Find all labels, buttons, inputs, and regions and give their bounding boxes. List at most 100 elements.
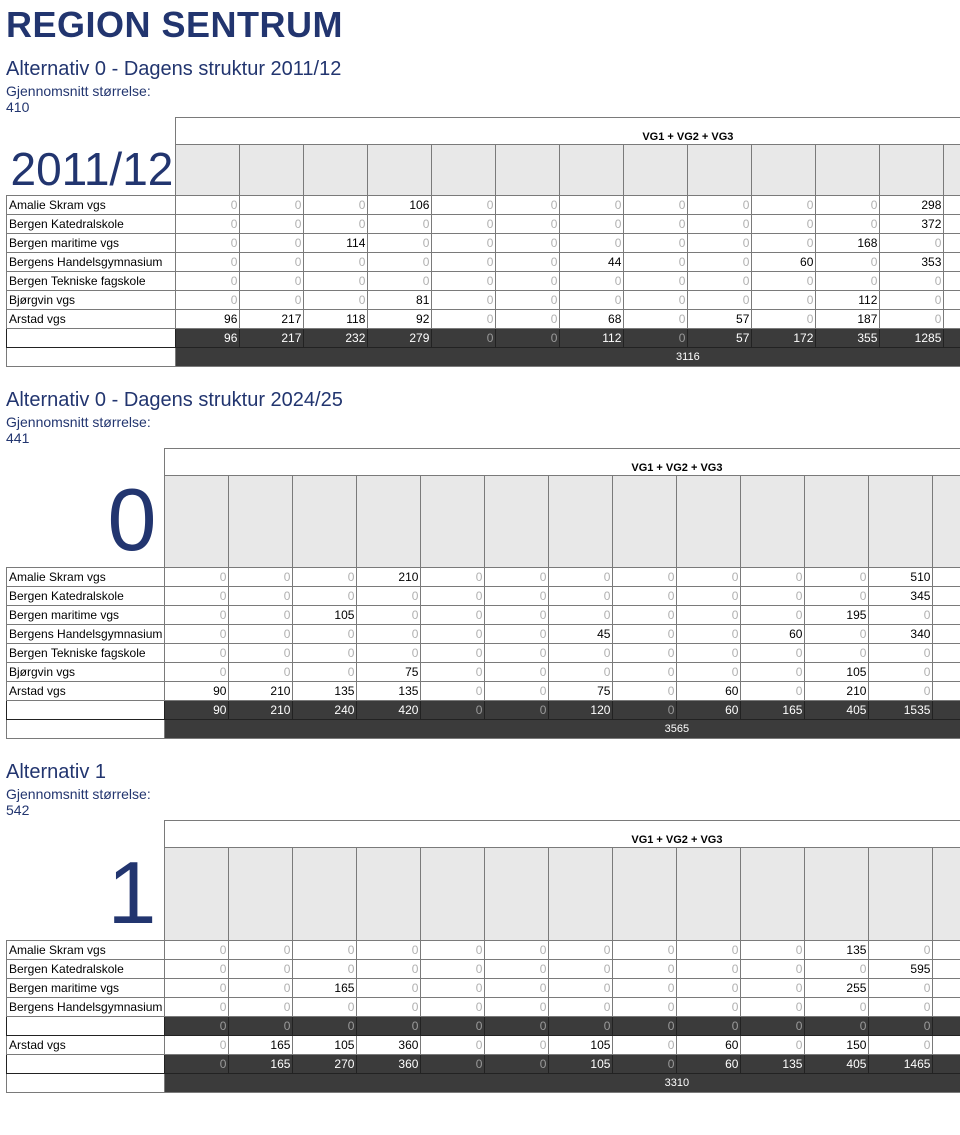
table-cell: 0 (229, 644, 293, 663)
table-cell: 96 (176, 328, 240, 347)
table-cell: 0 (432, 195, 496, 214)
table-cell: 0 (688, 233, 752, 252)
row-name: Bergen Katedralskole (7, 214, 176, 233)
table-cell: 0 (752, 290, 816, 309)
row-name: Bjørgvin vgs (7, 290, 176, 309)
table-cell: 0 (293, 587, 357, 606)
table-cell: 210 (357, 568, 421, 587)
col-header: MDD (485, 475, 549, 568)
table-cell: 45 (933, 1054, 960, 1073)
table-cell: 0 (432, 309, 496, 328)
table-cell: 372 (880, 214, 944, 233)
table-cell: 45 (933, 1035, 960, 1054)
col-header: STFO (944, 145, 960, 196)
table-cell: 0 (741, 1016, 805, 1035)
table-cell: 135 (293, 682, 357, 701)
table-cell: 0 (741, 644, 805, 663)
table-cell: 0 (165, 978, 229, 997)
table-cell: 360 (357, 1035, 421, 1054)
table-cell: 353 (880, 252, 944, 271)
table-cell: 0 (549, 663, 613, 682)
table-cell: 1535 (869, 701, 933, 720)
table-row: Bergen Katedralskole00000000000345000604… (7, 587, 960, 606)
row-name: REGION SENTRUM (7, 328, 176, 347)
table-footer: REGION SENTRUM3310 (7, 1073, 960, 1092)
table-cell: 360 (357, 1054, 421, 1073)
col-header: BA (165, 848, 229, 941)
table-row: Bergen Katedralskole00000000000372000123… (7, 214, 960, 233)
table-cell: 0 (165, 587, 229, 606)
table-cell: 60 (741, 625, 805, 644)
table-cell: 0 (816, 252, 880, 271)
block-big-label-cell: 2011/12 (7, 145, 176, 196)
table-cell: 0 (229, 663, 293, 682)
table-cell: 0 (613, 1016, 677, 1035)
table-cell: 0 (368, 214, 432, 233)
table-cell: 105 (293, 606, 357, 625)
table-cell: 0 (869, 644, 933, 663)
table-cell: 0 (944, 233, 960, 252)
table-cell: 68 (560, 309, 624, 328)
table-footer: REGION SENTRUM3116 (7, 347, 960, 366)
row-name: Bergen Katedralskole (7, 587, 165, 606)
table-cell: 0 (624, 271, 688, 290)
table-cell: 0 (752, 309, 816, 328)
row-name: REGION SENTRUM (7, 701, 165, 720)
table-cell: 0 (816, 271, 880, 290)
table-cell: 0 (368, 271, 432, 290)
table-cell: 1465 (869, 1054, 933, 1073)
row-name: Bergen Tekniske fagskole (7, 271, 176, 290)
table-cell: 405 (805, 701, 869, 720)
table-cell: 0 (485, 663, 549, 682)
col-header: MDD (496, 145, 560, 196)
table-cell: 0 (613, 1035, 677, 1054)
col-header: EL (293, 848, 357, 941)
avg-value: 410 (6, 99, 954, 115)
col-header: ID (421, 475, 485, 568)
row-name: Bergen maritime vgs (7, 233, 176, 252)
table-cell: 217 (240, 309, 304, 328)
footer-name: REGION SENTRUM (7, 1073, 165, 1092)
col-header: HS (357, 475, 421, 568)
table-cell: 165 (741, 701, 805, 720)
table-cell: 105 (549, 1035, 613, 1054)
row-name: Bjørgvin vgs (7, 1016, 165, 1035)
table-cell: 0 (805, 1016, 869, 1035)
table-cell: 0 (688, 252, 752, 271)
table-cell: 0 (293, 959, 357, 978)
table-cell: 0 (549, 978, 613, 997)
table-cell: 0 (496, 252, 560, 271)
table-cell: 0 (421, 682, 485, 701)
table-cell: 0 (240, 214, 304, 233)
table-cell: 0 (485, 978, 549, 997)
table-cell: 57 (688, 309, 752, 328)
footer-center: 3116 (176, 347, 960, 366)
row-name: Arstad vgs (7, 309, 176, 328)
table-cell: 0 (165, 625, 229, 644)
table-cell: 0 (240, 195, 304, 214)
table-cell: 0 (677, 959, 741, 978)
table-row: Bergen maritime vgs001140000000168000002… (7, 233, 960, 252)
table-cell: 0 (560, 233, 624, 252)
table-cell: 114 (304, 233, 368, 252)
table-cell: 0 (549, 606, 613, 625)
table-row: REGION SENTRUM96217232279001120571723551… (7, 328, 960, 347)
table-cell: 340 (933, 663, 960, 682)
table-cell: 0 (176, 252, 240, 271)
table-cell: 0 (933, 682, 960, 701)
table-cell: 0 (624, 195, 688, 214)
table-cell: 0 (229, 940, 293, 959)
col-header: SS (741, 475, 805, 568)
table-cell: 0 (944, 271, 960, 290)
table-cell: 0 (165, 568, 229, 587)
table-cell: 0 (613, 701, 677, 720)
table-cell: 0 (304, 252, 368, 271)
col-header: TIP (816, 145, 880, 196)
table-cell: 0 (165, 1016, 229, 1035)
table-cell: 0 (944, 214, 960, 233)
table-cell: 0 (293, 625, 357, 644)
table-cell: 45 (549, 625, 613, 644)
footer-center: 3565 (165, 720, 960, 739)
table-cell: 0 (933, 997, 960, 1016)
col-header: ST (869, 848, 933, 941)
